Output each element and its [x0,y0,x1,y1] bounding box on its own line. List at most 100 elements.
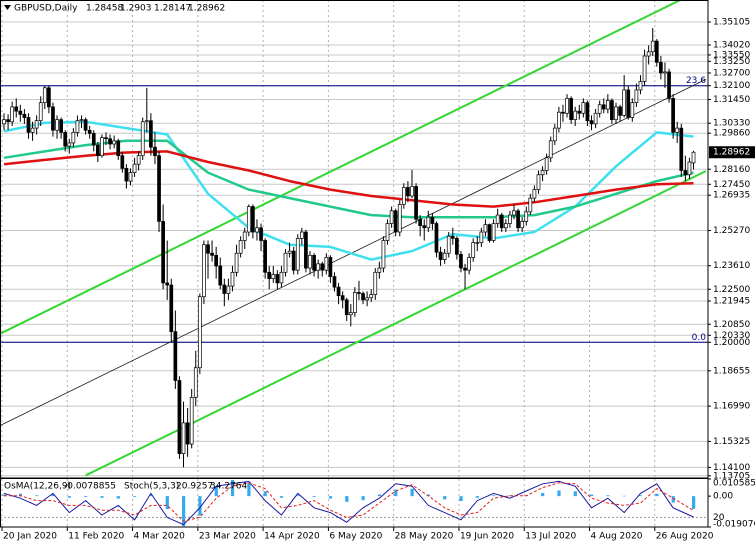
chart-title: GBPUSD,Daily [14,4,78,14]
candle-body [610,100,614,120]
osma-bar [622,495,626,497]
candle-body [385,223,390,241]
y-tick-label: 1.23610 [713,261,750,271]
candle-body [516,210,520,229]
osma-bar [312,496,316,497]
osma-value: -0.0078855 [64,482,116,492]
candle-body [177,380,182,454]
candle-body [663,71,667,74]
x-tick-label: 4 Mar 2020 [134,532,186,542]
osma-bar [198,496,202,516]
y-tick-label: 1.31450 [713,95,750,105]
symbol-icon [4,5,11,10]
candle-body [197,296,202,369]
osma-bar [35,495,39,497]
candle-body [332,276,337,288]
osma-bar [671,496,675,503]
candle-body [132,163,137,173]
candle-body [104,137,108,140]
y-tick-label: 1.30330 [713,119,750,129]
candle-body [230,271,235,287]
osma-bar [443,496,447,500]
osma-bar [296,495,300,497]
candle-body [487,224,492,241]
candle-body [161,221,165,284]
candle-body [618,106,622,116]
candle-body [569,98,573,120]
main-panel: 23.6 0.0 [0,0,708,478]
candle-body [238,240,243,254]
candle-body [397,204,402,233]
level-label: 23.6 [686,76,706,86]
candle-body [634,89,639,104]
candle-body [251,206,255,233]
candle-body [667,71,671,99]
y-tick-label: 1.32700 [713,68,750,78]
y-tick-label: 1.29860 [713,129,750,139]
y-tick-label: 1.16990 [713,402,750,412]
x-tick-label: 20 Jan 2020 [3,532,57,542]
candle-body [455,238,459,255]
candle-body [495,214,500,224]
candle-body [581,102,586,114]
candle-body [26,117,31,133]
y-tick-label: 1.22500 [713,285,750,295]
candle-body [430,216,435,224]
x-tick-label: 26 Aug 2020 [656,532,714,542]
candle-body [381,240,386,269]
candle-body [83,119,88,131]
osma-tick-label: 0.010585 [713,479,755,489]
candle-body [320,263,325,271]
x-tick-label: 13 Jul 2020 [525,532,576,542]
candle-body [206,244,210,254]
candle-body [438,251,443,260]
candle-body [328,257,333,277]
candle-body [153,146,157,157]
osma-bar [361,496,365,501]
osma-bar [149,494,153,497]
osma-bar [165,496,169,510]
candle-body [561,111,565,114]
candle-body [169,284,174,333]
stoch-name: Stoch(5,3,3) [124,482,179,492]
candle-body [193,367,198,398]
candle-body [202,244,206,298]
header-close: 1.28962 [188,4,225,14]
x-tick-label: 28 May 2020 [395,532,454,542]
price-box [709,146,755,159]
y-tick-label: 1.35105 [713,17,750,27]
candle-body [34,120,39,129]
candle-body [10,106,15,123]
candle-body [365,297,369,301]
candle-body [173,331,178,381]
osma-bar [475,496,479,498]
candle-body [540,170,545,176]
candle-body [112,140,117,145]
y-tick-label: 1.26935 [713,191,750,201]
candle-body [108,138,112,145]
candle-body [593,112,598,125]
stoch-signal-line [4,482,694,522]
candle-body [471,242,476,258]
candle-body [222,284,227,294]
candle-body [324,257,329,271]
candle-body [585,102,590,122]
candle-body [59,119,63,133]
y-tick-label: 1.33250 [713,57,750,67]
candle-body [95,144,100,157]
candle-body [14,106,19,112]
candle-body [255,227,259,233]
candle-body [304,231,308,269]
y-tick-label: 1.33550 [713,50,750,60]
candle-body [189,397,194,445]
candle-body [259,227,263,241]
candle-body [528,197,533,213]
candle-body [308,254,312,269]
y-tick-label: 1.34020 [713,40,750,50]
y-tick-label: 1.18655 [713,366,750,376]
osma-bar [18,493,23,497]
osma-name: OsMA(12,26,9) [4,482,71,492]
candle-body [353,292,357,313]
candle-body [679,127,684,171]
